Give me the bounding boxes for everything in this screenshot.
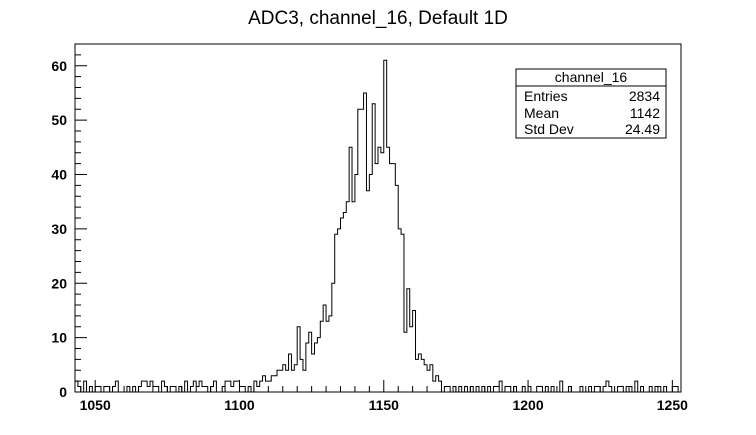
y-tick-label: 60 <box>51 58 67 74</box>
chart-title: ADC3, channel_16, Default 1D <box>248 8 508 29</box>
x-axis: 1050 1100 1150 1200 1250 <box>80 380 688 413</box>
stats-entries-value: 2834 <box>629 88 660 104</box>
y-tick-label: 50 <box>51 112 67 128</box>
y-tick-label: 40 <box>51 167 67 183</box>
y-tick-label: 10 <box>51 330 67 346</box>
stats-mean-value: 1142 <box>630 105 660 121</box>
y-tick-label: 20 <box>51 275 67 291</box>
stats-stddev-label: Std Dev <box>524 121 574 137</box>
histogram-series-line <box>74 59 681 393</box>
x-tick-label: 1150 <box>369 397 400 413</box>
x-tick-label: 1200 <box>512 397 543 413</box>
x-tick-label: 1050 <box>80 397 111 413</box>
stats-box-frame <box>515 68 667 139</box>
y-axis: 0 10 20 30 40 50 60 <box>51 43 87 400</box>
stats-box-title: channel_16 <box>555 69 628 85</box>
y-tick-label: 30 <box>51 221 67 237</box>
x-tick-label: 1250 <box>657 397 688 413</box>
stats-entries-label: Entries <box>524 88 568 104</box>
y-tick-label: 0 <box>59 384 67 400</box>
x-tick-label: 1100 <box>224 397 255 413</box>
stats-box: channel_16 Entries 2834 Mean 1142 Std De… <box>515 68 667 139</box>
stats-mean-label: Mean <box>524 105 559 121</box>
stats-stddev-value: 24.49 <box>625 121 660 137</box>
